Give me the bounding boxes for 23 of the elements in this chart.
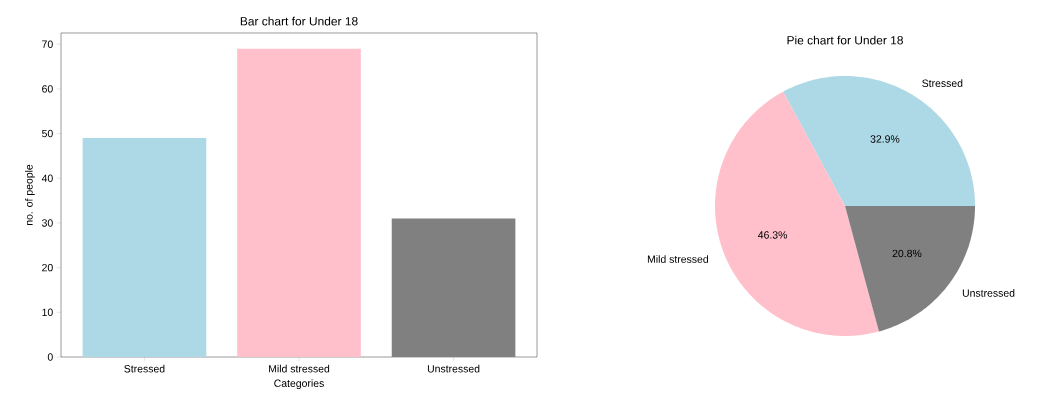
y-tick-label: 10 [42,308,53,317]
y-tick-label: 70 [42,40,53,48]
bar [237,48,361,357]
bar [82,138,207,357]
chart-title: Pie chart for Under 18 [787,35,903,45]
data-label: 32.9% [870,135,900,143]
chart-title: Bar chart for Under 18 [240,16,358,26]
x-axis-title: Categories [274,379,324,390]
y-tick-label: 50 [42,129,53,138]
slice-label: Stressed [922,79,963,87]
slice-label: Mild stressed [647,255,708,263]
y-tick-label: 40 [41,174,53,182]
data-label: 20.8% [892,249,922,258]
data-label: 46.3% [757,231,788,239]
y-axis-title: no. of people [25,164,35,226]
x-tick-label: Unstressed [427,364,480,373]
x-tick-label: Mild stressed [269,364,330,373]
y-tick-label: 20 [42,263,53,272]
y-tick-label: 60 [42,85,53,93]
y-tick-label: 30 [41,219,53,227]
x-tick-label: Stressed [124,364,165,373]
slice-label: Unstressed [962,289,1015,297]
y-tick-label: 0 [47,353,53,361]
